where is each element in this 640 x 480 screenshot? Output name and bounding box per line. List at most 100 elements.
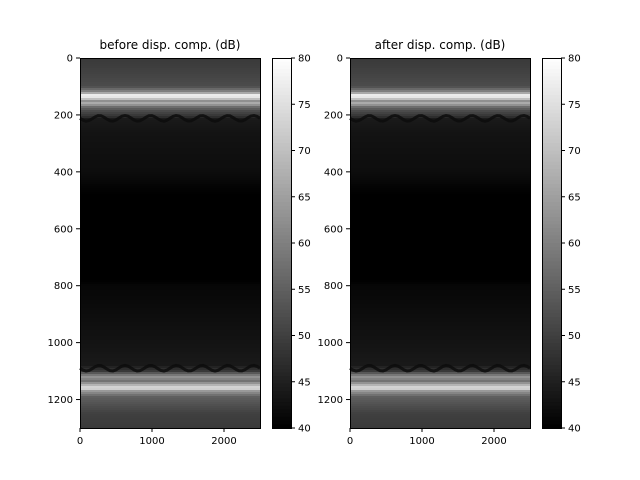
- heatmap-band: [80, 372, 260, 375]
- colorbar-segment: [542, 239, 561, 244]
- colorbar-segment: [542, 317, 561, 322]
- colorbar-segment: [542, 346, 561, 351]
- colorbar-segment: [272, 368, 291, 374]
- colorbar-segment: [272, 198, 291, 203]
- heatmap-band: [80, 390, 260, 393]
- colorbar-segment: [542, 398, 561, 403]
- heatmap-band: [350, 208, 530, 211]
- colorbar-segment: [272, 124, 291, 129]
- colorbar-segment: [272, 328, 291, 333]
- heatmap-band: [350, 424, 530, 427]
- heatmap-band: [350, 224, 530, 227]
- heatmap-band: [350, 84, 530, 87]
- heatmap-band: [350, 266, 530, 269]
- heatmap-band: [350, 92, 530, 95]
- heatmap-band: [350, 106, 530, 109]
- heatmap-band: [350, 216, 530, 219]
- y-tick-label: 0: [337, 54, 343, 65]
- heatmap-band: [350, 356, 530, 359]
- heatmap-band: [350, 310, 530, 313]
- heatmap-band: [350, 272, 530, 275]
- colorbar-segment: [542, 154, 561, 159]
- colorbar-segment: [542, 106, 561, 111]
- colorbar-segment: [542, 257, 561, 263]
- colorbar-segment: [272, 83, 291, 89]
- heatmap-band: [80, 182, 260, 185]
- colorbar-segment: [542, 354, 561, 359]
- heatmap-band: [80, 304, 260, 307]
- colorbar-segment: [542, 254, 561, 259]
- colorbar-segment: [542, 280, 561, 285]
- heatmap-band: [350, 290, 530, 293]
- heatmap-band: [80, 190, 260, 193]
- heatmap-band: [80, 206, 260, 209]
- heatmap-band: [80, 250, 260, 253]
- heatmap-band: [80, 392, 260, 395]
- colorbar-segment: [272, 246, 291, 251]
- heatmap-band: [80, 200, 260, 203]
- colorbar-segment: [542, 161, 561, 166]
- heatmap-band: [80, 376, 260, 379]
- axes-frame-after: [350, 58, 531, 429]
- heatmap-band: [80, 420, 260, 423]
- colorbar-before: 40 45 50 55 60 65 70 75 80: [272, 54, 311, 435]
- heatmap-band: [350, 88, 530, 91]
- colorbar-segment: [542, 413, 561, 418]
- heatmap-band: [80, 132, 260, 135]
- heatmap-band: [350, 240, 530, 243]
- heatmap-band: [350, 422, 530, 425]
- colorbar-segment: [542, 405, 561, 411]
- heatmap-band: [350, 64, 530, 67]
- heatmap-band: [80, 94, 260, 97]
- heatmap-band: [80, 382, 260, 385]
- colorbar-segment: [272, 424, 291, 429]
- heatmap-band: [350, 160, 530, 163]
- heatmap-band: [80, 60, 260, 63]
- heatmap-image-before: [79, 58, 261, 429]
- heatmap-band: [350, 124, 530, 127]
- heatmap-band: [80, 186, 260, 189]
- heatmap-band: [80, 152, 260, 155]
- colorbar-segment: [542, 294, 561, 300]
- colorbar-segment: [542, 176, 561, 181]
- colorbar-segment: [272, 220, 291, 226]
- colorbar-segment: [272, 146, 291, 152]
- layer-boundary-line: [349, 113, 531, 123]
- colorbar-segment: [542, 124, 561, 129]
- heatmap-band: [80, 130, 260, 133]
- colorbar-segment: [542, 243, 561, 248]
- heatmap-band: [80, 242, 260, 245]
- heatmap-band: [350, 70, 530, 73]
- colorbar-segment: [272, 143, 291, 148]
- heatmap-band: [80, 226, 260, 229]
- colorbar-segment: [542, 206, 561, 211]
- colorbar-after: 40 45 50 55 60 65 70 75 80: [542, 54, 581, 435]
- colorbar-segment: [542, 98, 561, 103]
- heatmap-band: [350, 278, 530, 281]
- colorbar-segment: [542, 69, 561, 74]
- heatmap-band: [80, 198, 260, 201]
- heatmap-band: [350, 226, 530, 229]
- heatmap-band: [350, 302, 530, 305]
- heatmap-band: [350, 362, 530, 365]
- colorbar-segment: [272, 132, 291, 137]
- colorbar-segment: [542, 165, 561, 170]
- heatmap-band: [80, 178, 260, 181]
- colorbar-segment: [542, 416, 561, 422]
- heatmap-band: [350, 344, 530, 347]
- heatmap-band: [80, 290, 260, 293]
- colorbar-segment: [272, 265, 291, 270]
- heatmap-band: [350, 108, 530, 111]
- heatmap-band: [80, 318, 260, 321]
- heatmap-band: [80, 192, 260, 195]
- heatmap-band: [80, 316, 260, 319]
- heatmap-band: [350, 264, 530, 267]
- colorbar-segment: [272, 305, 291, 311]
- colorbar-segment: [272, 339, 291, 344]
- colorbar-segment: [272, 376, 291, 381]
- colorbar-segment: [272, 98, 291, 103]
- heatmap-band: [350, 188, 530, 191]
- colorbar-segment: [272, 346, 291, 351]
- heatmap-band: [350, 166, 530, 169]
- colorbar-segment: [542, 287, 561, 292]
